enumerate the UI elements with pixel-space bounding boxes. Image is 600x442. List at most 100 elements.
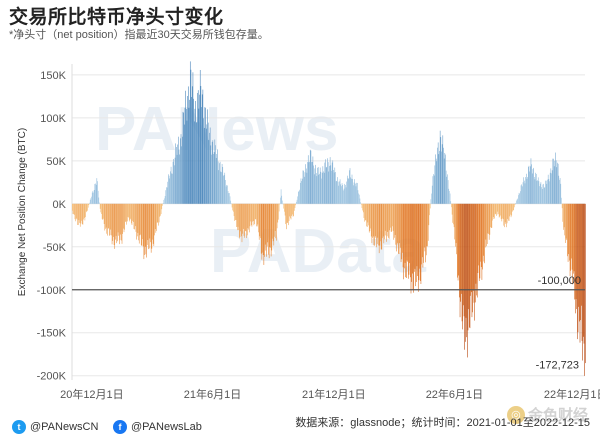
net-position-bar	[270, 203, 271, 248]
net-position-bar	[431, 193, 432, 204]
net-position-bar	[172, 161, 174, 204]
net-position-bar	[219, 163, 220, 204]
net-position-bar	[366, 203, 368, 227]
net-position-bar	[373, 203, 375, 246]
net-position-bar	[302, 170, 304, 204]
net-position-bar	[337, 177, 338, 204]
net-position-bar	[126, 203, 127, 225]
net-position-bar	[290, 203, 292, 220]
net-position-bar	[207, 109, 208, 204]
net-position-bar	[325, 159, 326, 204]
net-position-bar	[134, 203, 136, 227]
net-position-bar	[202, 89, 204, 204]
net-position-bar	[230, 200, 232, 204]
net-position-bar	[580, 203, 581, 321]
facebook-link[interactable]: f @PANewsLab	[113, 420, 202, 434]
net-position-bar	[173, 158, 175, 204]
min-value-label: -172,723	[536, 359, 579, 371]
net-position-bar	[81, 203, 83, 225]
y-tick-label: -50K	[43, 242, 67, 254]
net-position-bar	[427, 203, 429, 241]
y-tick-label: -100K	[37, 285, 67, 297]
net-position-bar	[231, 203, 232, 205]
net-position-bar	[251, 203, 253, 227]
net-position-bar	[493, 203, 495, 220]
net-position-bar	[130, 203, 131, 219]
net-position-bar	[430, 199, 432, 204]
net-position-bar	[272, 203, 274, 242]
net-position-bar	[89, 199, 91, 204]
net-position-bar	[248, 203, 249, 230]
net-position-bar	[517, 198, 518, 204]
net-position-bar	[332, 160, 334, 204]
twitter-link[interactable]: t @PANewsCN	[12, 420, 98, 434]
net-position-bar	[147, 203, 149, 241]
net-position-bar	[428, 203, 430, 226]
net-position-bar	[507, 203, 509, 219]
net-position-bar	[351, 174, 353, 204]
net-position-bar	[274, 203, 275, 237]
net-position-bar	[525, 177, 526, 204]
net-position-bar	[125, 203, 127, 222]
net-position-bar	[341, 186, 342, 204]
net-position-bar	[487, 203, 489, 234]
net-position-bar	[162, 203, 164, 204]
y-tick-label: -150K	[37, 328, 67, 340]
net-position-bar	[80, 203, 82, 224]
net-position-bar	[326, 166, 328, 204]
net-position-bar	[553, 166, 555, 204]
net-position-bar	[378, 203, 380, 254]
net-position-bar	[448, 188, 450, 204]
net-position-bar	[489, 203, 491, 235]
net-position-bar	[543, 187, 545, 204]
net-position-bar	[212, 140, 214, 204]
net-position-bar	[213, 154, 214, 204]
net-position-bar	[403, 203, 404, 280]
net-position-bar	[472, 203, 474, 291]
net-position-bar	[115, 203, 117, 236]
net-position-bar	[278, 203, 279, 220]
net-position-bar	[365, 203, 367, 221]
net-position-bar	[416, 203, 418, 267]
reference-line-label: -100,000	[538, 275, 581, 287]
net-position-bar	[133, 203, 135, 229]
net-position-bar	[223, 175, 224, 204]
net-position-bar	[383, 203, 385, 244]
net-position-bar	[498, 203, 499, 215]
net-position-bar	[296, 201, 297, 204]
net-position-bar	[469, 203, 470, 328]
net-position-bar	[324, 162, 326, 204]
net-position-bar	[345, 187, 347, 204]
net-position-bar	[77, 203, 78, 225]
net-position-bar	[434, 165, 436, 204]
net-position-bar	[256, 203, 258, 227]
net-position-bar	[321, 172, 323, 204]
net-position-bar	[482, 203, 484, 256]
net-position-bar	[351, 178, 352, 204]
net-position-bar	[225, 186, 227, 204]
net-position-bar	[301, 180, 302, 204]
net-position-bar	[239, 203, 240, 239]
net-position-bar	[349, 168, 351, 204]
net-position-bar	[555, 152, 556, 204]
net-position-bar	[406, 203, 407, 278]
net-position-bar	[549, 181, 550, 204]
net-position-bar	[518, 195, 519, 204]
net-position-bar	[385, 203, 387, 236]
net-position-bar	[170, 166, 172, 204]
net-position-bar	[77, 203, 79, 225]
net-position-bar	[340, 184, 342, 204]
net-position-bar	[459, 203, 461, 318]
net-position-bar	[486, 203, 487, 247]
net-position-bar	[178, 136, 179, 204]
net-position-bar	[415, 203, 417, 283]
net-position-bar	[339, 179, 341, 204]
net-position-bar	[282, 203, 284, 205]
net-position-bar	[298, 191, 299, 204]
net-position-bar	[299, 189, 300, 204]
net-position-bar	[476, 203, 478, 298]
net-position-bar	[423, 203, 425, 248]
net-position-bar	[544, 186, 546, 204]
net-position-bar	[321, 178, 322, 204]
net-position-bar	[402, 203, 403, 253]
